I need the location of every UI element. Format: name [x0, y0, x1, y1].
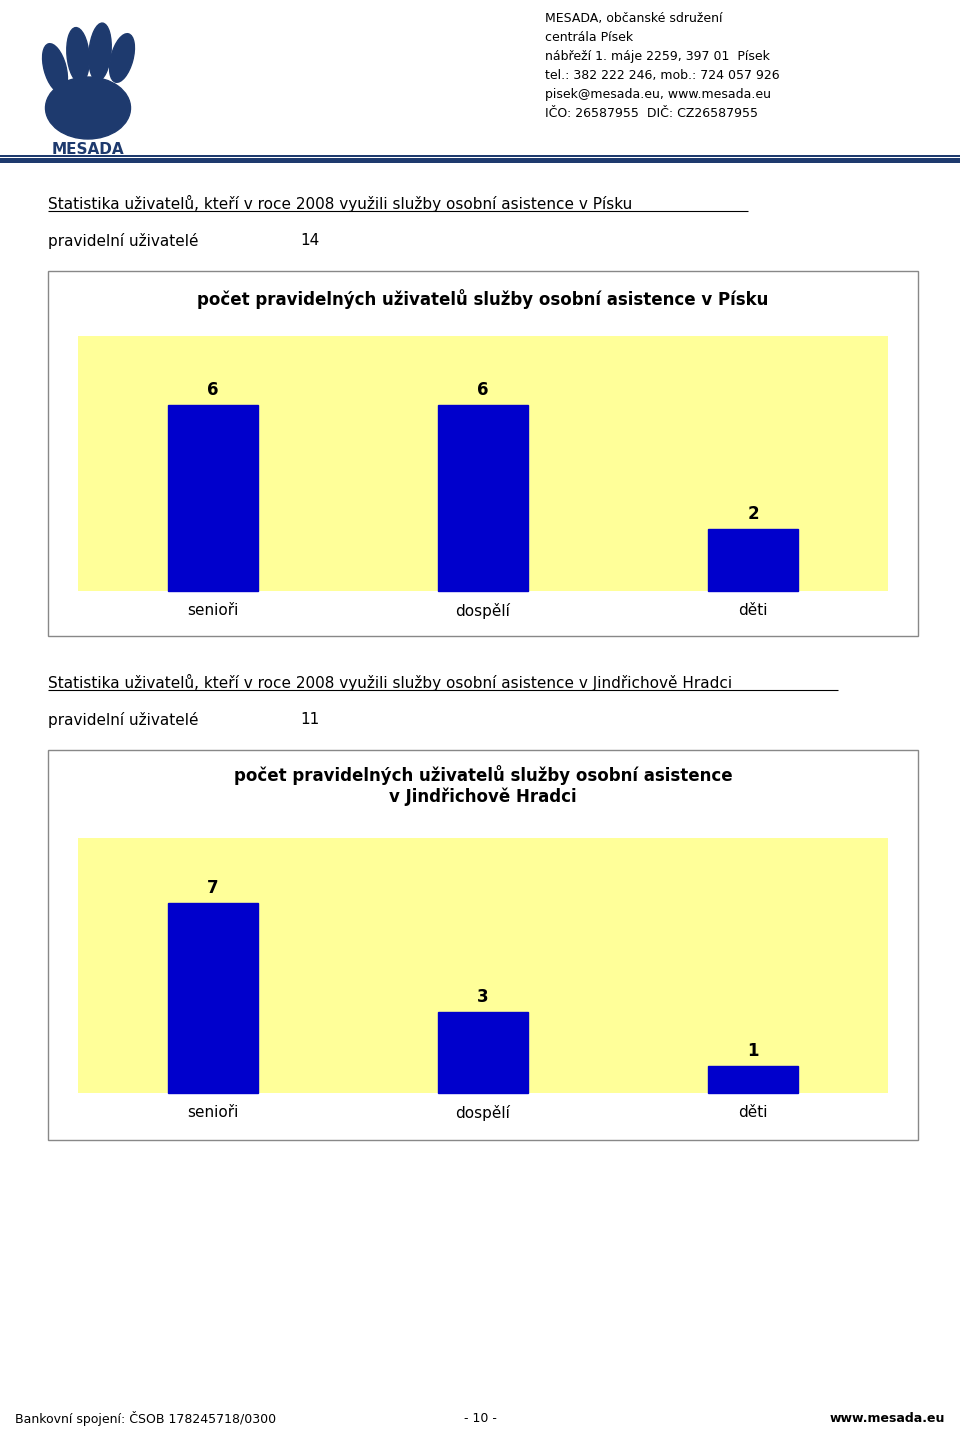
Text: 2: 2 — [747, 505, 758, 523]
Polygon shape — [708, 529, 798, 591]
Polygon shape — [168, 904, 258, 1093]
Ellipse shape — [45, 77, 131, 139]
Text: dospělí: dospělí — [456, 603, 511, 619]
Polygon shape — [708, 1066, 798, 1093]
Ellipse shape — [42, 43, 67, 93]
Text: děti: děti — [738, 1105, 768, 1121]
Text: tel.: 382 222 246, mob.: 724 057 926: tel.: 382 222 246, mob.: 724 057 926 — [545, 69, 780, 82]
Text: MESADA, občanské sdružení: MESADA, občanské sdružení — [545, 12, 723, 25]
Text: 11: 11 — [300, 711, 320, 727]
Text: 7: 7 — [207, 879, 219, 898]
Text: - 10 -: - 10 - — [464, 1411, 496, 1424]
Polygon shape — [78, 839, 888, 1093]
Text: nábřeží 1. máje 2259, 397 01  Písek: nábřeží 1. máje 2259, 397 01 Písek — [545, 51, 770, 64]
Polygon shape — [78, 335, 888, 591]
Text: pravidelní uživatelé: pravidelní uživatelé — [48, 233, 199, 249]
Ellipse shape — [67, 27, 89, 82]
Polygon shape — [48, 750, 918, 1139]
Text: senioři: senioři — [187, 603, 239, 617]
Text: Bankovní spojení: ČSOB 178245718/0300: Bankovní spojení: ČSOB 178245718/0300 — [15, 1410, 276, 1426]
Text: senioři: senioři — [187, 1105, 239, 1121]
Text: 6: 6 — [477, 382, 489, 399]
Text: pisek@mesada.eu, www.mesada.eu: pisek@mesada.eu, www.mesada.eu — [545, 88, 771, 101]
Text: MESADA: MESADA — [52, 142, 124, 158]
Text: IČO: 26587955  DIČ: CZ26587955: IČO: 26587955 DIČ: CZ26587955 — [545, 107, 758, 120]
Text: dospělí: dospělí — [456, 1105, 511, 1121]
Text: Statistika uživatelů, kteří v roce 2008 využili služby osobní asistence v Jindři: Statistika uživatelů, kteří v roce 2008 … — [48, 674, 732, 691]
Text: 3: 3 — [477, 988, 489, 1006]
Polygon shape — [48, 270, 918, 636]
Polygon shape — [438, 1012, 528, 1093]
Polygon shape — [438, 405, 528, 591]
Text: www.mesada.eu: www.mesada.eu — [829, 1411, 945, 1424]
Polygon shape — [168, 405, 258, 591]
Text: 6: 6 — [207, 382, 219, 399]
Ellipse shape — [88, 23, 111, 81]
Text: počet pravidelných uživatelů služby osobní asistence v Písku: počet pravidelných uživatelů služby osob… — [198, 289, 769, 309]
Text: centrála Písek: centrála Písek — [545, 30, 634, 43]
Text: 14: 14 — [300, 233, 320, 249]
Polygon shape — [0, 158, 960, 163]
Text: děti: děti — [738, 603, 768, 617]
Text: počet pravidelných uživatelů služby osobní asistence
v Jindřichově Hradci: počet pravidelných uživatelů služby osob… — [233, 765, 732, 807]
Text: Statistika uživatelů, kteří v roce 2008 využili služby osobní asistence v Písku: Statistika uživatelů, kteří v roce 2008 … — [48, 195, 633, 213]
Text: 1: 1 — [747, 1043, 758, 1060]
Ellipse shape — [109, 33, 134, 82]
Text: pravidelní uživatelé: pravidelní uživatelé — [48, 711, 199, 727]
Polygon shape — [0, 155, 960, 158]
